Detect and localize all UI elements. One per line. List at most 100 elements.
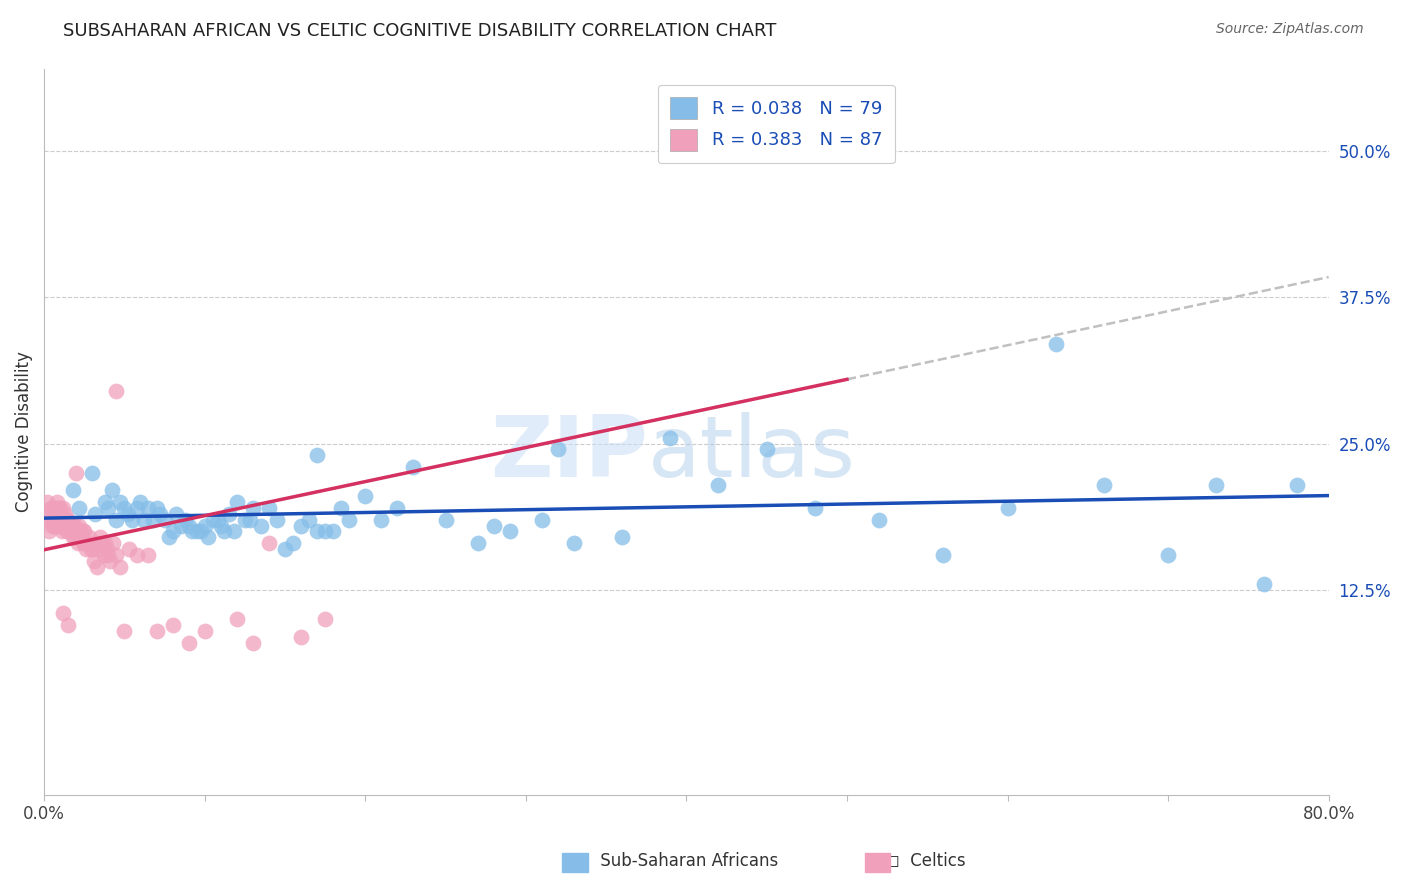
Text: Source: ZipAtlas.com: Source: ZipAtlas.com (1216, 22, 1364, 37)
Point (37, 495, 59, 509)
Point (52, 500, 75, 515)
Point (209, 518, 232, 533)
Point (370, 513, 392, 527)
Point (132, 513, 155, 527)
Point (76, 536, 98, 550)
Point (112, 500, 135, 515)
Point (44, 500, 66, 515)
Point (44, 513, 66, 527)
Point (82, 541, 104, 556)
Point (42, 518, 65, 533)
Point (314, 612, 336, 626)
Point (38, 513, 60, 527)
Point (41, 518, 63, 533)
Point (257, 536, 280, 550)
Point (868, 513, 890, 527)
Point (60, 518, 83, 533)
Point (162, 524, 184, 539)
Point (38, 524, 60, 539)
Point (44, 518, 66, 533)
Point (547, 442, 569, 457)
Point (307, 524, 329, 539)
Point (482, 518, 505, 533)
Point (218, 507, 240, 521)
Point (138, 500, 160, 515)
Point (804, 500, 827, 515)
Point (51, 513, 73, 527)
Point (46, 518, 69, 533)
Point (52, 513, 75, 527)
Point (118, 541, 141, 556)
Point (197, 530, 219, 544)
Point (84, 507, 107, 521)
Point (659, 431, 682, 445)
Point (84, 536, 107, 550)
Point (51, 513, 73, 527)
Point (467, 536, 489, 550)
Point (59, 518, 82, 533)
Point (62, 518, 84, 533)
Point (755, 442, 778, 457)
Point (49, 513, 72, 527)
Point (55, 524, 77, 539)
Text: atlas: atlas (648, 412, 856, 495)
Point (72, 536, 94, 550)
Text: ZIP: ZIP (491, 412, 648, 495)
Point (290, 630, 312, 644)
Point (90, 536, 112, 550)
Point (162, 618, 184, 632)
Point (98, 554, 121, 568)
Point (499, 524, 522, 539)
Point (298, 513, 321, 527)
Point (73, 524, 96, 539)
Point (145, 500, 167, 515)
Point (73, 536, 96, 550)
Point (83, 554, 105, 568)
Point (434, 513, 457, 527)
Point (186, 524, 208, 539)
Point (242, 636, 264, 650)
Point (86, 559, 108, 574)
Point (42, 513, 65, 527)
Point (194, 624, 217, 638)
Point (322, 524, 344, 539)
Point (66, 524, 89, 539)
Point (96, 541, 118, 556)
Point (212, 524, 235, 539)
Point (222, 524, 245, 539)
Point (233, 513, 256, 527)
Point (307, 448, 329, 462)
Point (149, 507, 172, 521)
Point (157, 530, 180, 544)
Point (402, 459, 425, 474)
Point (105, 548, 128, 562)
Point (101, 536, 124, 550)
Point (1205, 477, 1227, 491)
Point (63, 530, 86, 544)
Y-axis label: Cognitive Disability: Cognitive Disability (15, 351, 32, 512)
Legend: R = 0.038   N = 79, R = 0.383   N = 87: R = 0.038 N = 79, R = 0.383 N = 87 (658, 85, 896, 163)
Point (177, 518, 200, 533)
Point (49, 518, 72, 533)
Point (100, 483, 122, 498)
Point (97, 548, 120, 562)
Point (117, 507, 139, 521)
Point (169, 518, 191, 533)
Point (41, 513, 63, 527)
Point (55, 513, 77, 527)
Point (127, 500, 149, 515)
Point (562, 536, 585, 550)
Point (932, 548, 955, 562)
Point (70, 530, 93, 544)
Point (201, 513, 224, 527)
Point (127, 548, 149, 562)
Point (1157, 548, 1180, 562)
Point (94, 495, 117, 509)
Point (65, 466, 87, 480)
Point (67, 524, 90, 539)
Text: ◻  Sub-Saharan Africans: ◻ Sub-Saharan Africans (576, 852, 779, 870)
Point (330, 500, 353, 515)
Point (48, 513, 70, 527)
Point (145, 624, 167, 638)
Point (53, 507, 76, 521)
